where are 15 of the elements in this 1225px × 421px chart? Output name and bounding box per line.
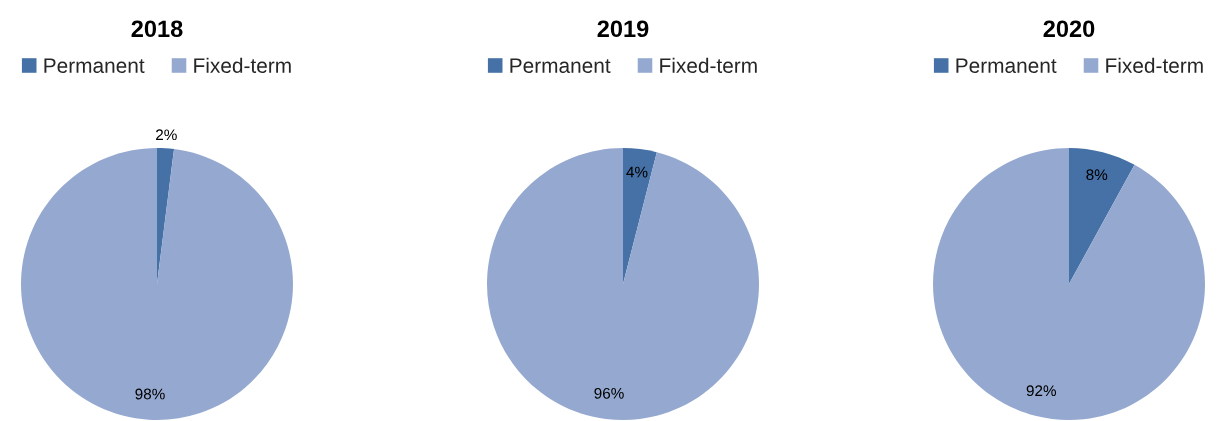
legend-label: Permanent (956, 58, 1057, 73)
legend-label: Fixed-term (194, 57, 291, 73)
chart-title: 2018 (131, 20, 183, 38)
chart-title: 2019 (597, 20, 649, 38)
data-label: 92% (1026, 385, 1057, 397)
chart-title: 2020 (1043, 20, 1095, 38)
legend-label: Fixed-term (660, 57, 757, 73)
legend-label: Permanent (44, 58, 145, 73)
data-label: 96% (594, 387, 624, 399)
legend-label: Permanent (510, 58, 611, 73)
data-label: 4% (626, 166, 648, 178)
data-label: 2% (156, 129, 177, 141)
data-label: 98% (135, 388, 165, 400)
data-label: 8% (1086, 169, 1108, 181)
legend-label: Fixed-term (1106, 57, 1203, 73)
